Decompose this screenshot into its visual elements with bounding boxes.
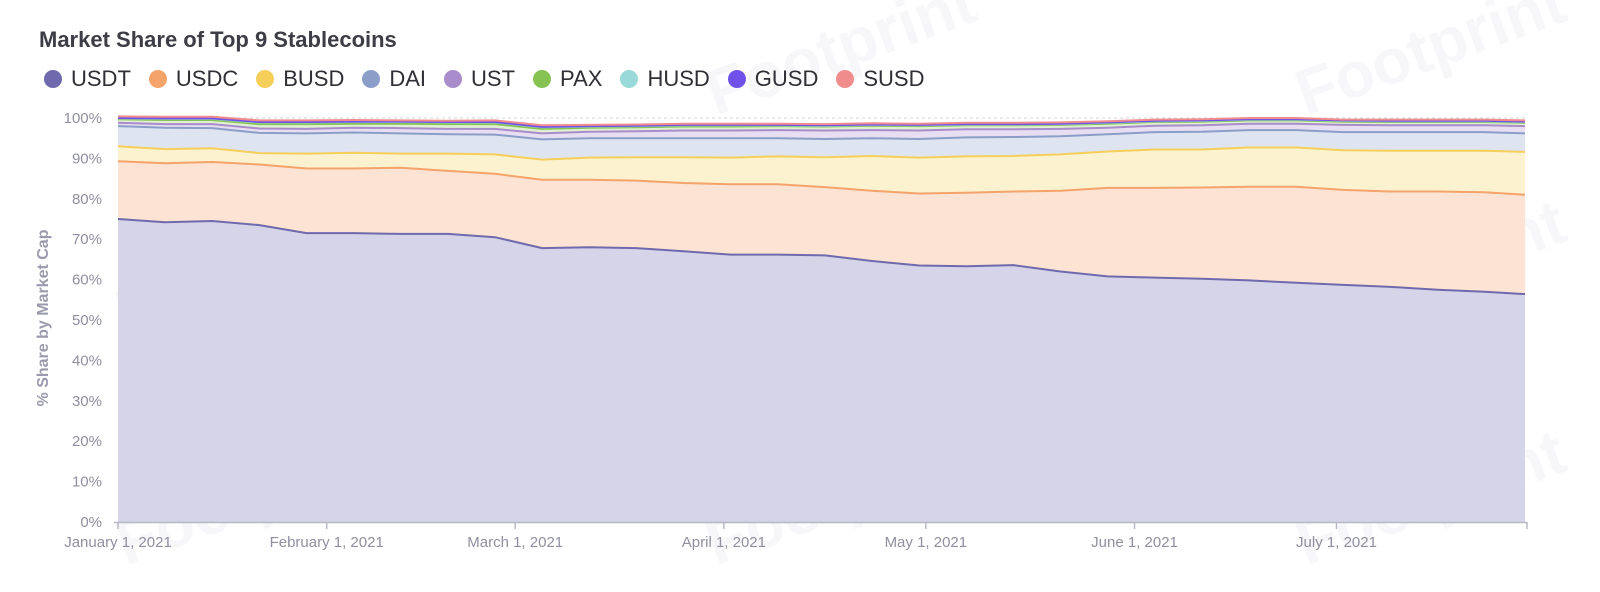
x-tick-label: June 1, 2021 <box>1091 534 1178 551</box>
legend-label: GUSD <box>754 66 819 91</box>
line-gusd <box>117 117 1526 128</box>
legend-label: USDT <box>71 66 131 91</box>
y-tick-label: 10% <box>72 474 102 491</box>
area-usdc <box>118 161 1525 295</box>
y-tick-label: 60% <box>72 272 102 289</box>
x-tick-label: February 1, 2021 <box>270 534 384 551</box>
y-tick-label: 90% <box>72 150 102 167</box>
legend-label: DAI <box>389 66 427 91</box>
y-tick-label: 80% <box>72 191 102 208</box>
legend-item-usdc[interactable]: USDC <box>148 66 239 92</box>
legend-swatch <box>444 70 463 88</box>
legend-item-susd[interactable]: SUSD <box>836 66 924 92</box>
legend-swatch <box>620 70 639 88</box>
x-tick-label: April 1, 2021 <box>682 534 766 551</box>
x-tick-label: January 1, 2021 <box>64 534 172 551</box>
legend-swatch <box>148 70 167 88</box>
legend-label: HUSD <box>647 66 710 91</box>
x-tick-label: March 1, 2021 <box>467 534 563 551</box>
legend-item-husd[interactable]: HUSD <box>620 66 710 92</box>
line-busd <box>117 145 1526 161</box>
legend-swatch <box>533 70 552 88</box>
x-tick-label: May 1, 2021 <box>885 534 968 551</box>
legend-swatch <box>44 70 62 88</box>
legend-swatch <box>256 70 275 88</box>
y-tick-label: 70% <box>72 231 102 248</box>
legend-label: USDC <box>175 66 239 91</box>
line-susd <box>117 115 1526 127</box>
y-tick-label: 40% <box>72 352 102 369</box>
legend-label: BUSD <box>283 66 345 91</box>
legend-item-busd[interactable]: BUSD <box>256 66 344 92</box>
legend-item-gusd[interactable]: GUSD <box>727 66 819 92</box>
legend-label: PAX <box>560 66 603 91</box>
legend-swatch <box>362 70 381 88</box>
legend-swatch <box>836 70 855 88</box>
line-usdc <box>117 160 1526 196</box>
legend-item-usdt[interactable]: USDT <box>44 66 131 92</box>
line-dai <box>117 125 1526 141</box>
legend-item-ust[interactable]: UST <box>444 66 515 92</box>
y-tick-label: 0% <box>80 514 102 531</box>
chart-title: Market Share of Top 9 Stablecoins <box>39 27 397 52</box>
y-tick-label: 50% <box>72 312 102 329</box>
legend-item-dai[interactable]: DAI <box>362 66 426 92</box>
legend-item-pax[interactable]: PAX <box>533 66 602 92</box>
legend-swatch <box>727 70 746 88</box>
legend-label: SUSD <box>863 66 925 91</box>
chart-legend: USDT USDC BUSD DAI UST PAX HUSD GUSD SUSD <box>44 66 942 92</box>
line-ust <box>117 121 1526 135</box>
y-tick-label: 20% <box>72 433 102 450</box>
y-axis-label: % Share by Market Cap <box>35 229 52 406</box>
area-usdt <box>118 219 1525 522</box>
area-busd <box>118 146 1525 195</box>
x-tick-label: July 1, 2021 <box>1296 534 1377 551</box>
y-tick-label: 100% <box>64 110 102 127</box>
y-tick-label: 30% <box>72 393 102 410</box>
line-usdt <box>117 218 1526 296</box>
legend-label: UST <box>471 66 516 91</box>
